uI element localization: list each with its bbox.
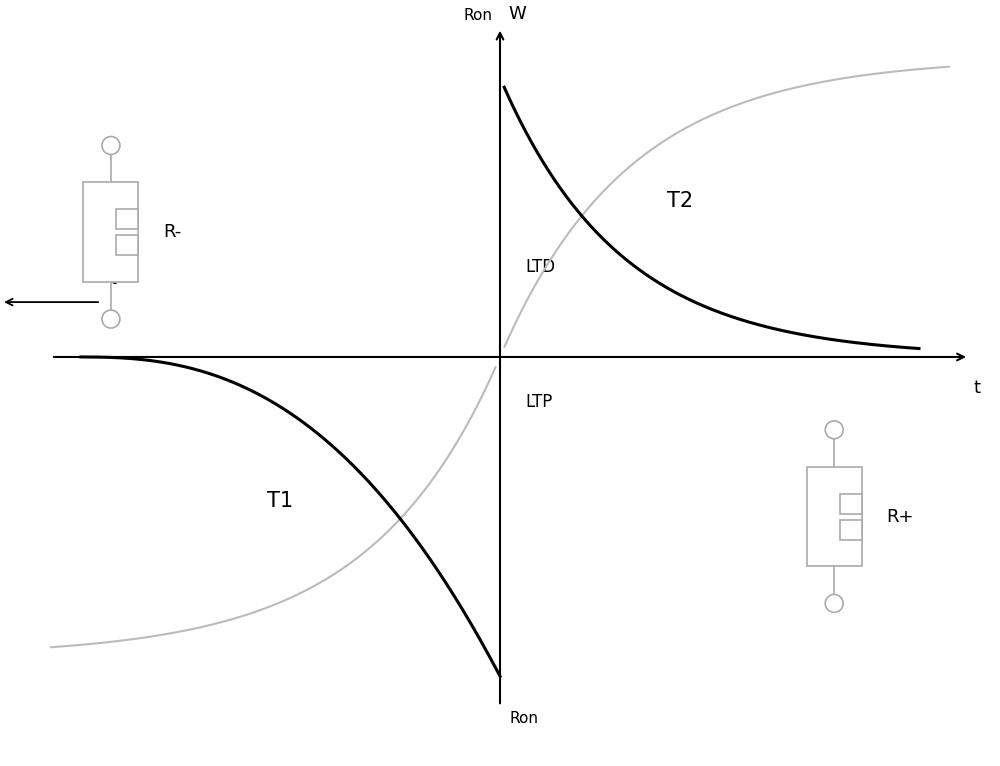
Text: t: t bbox=[111, 272, 117, 287]
Text: T1: T1 bbox=[267, 490, 294, 511]
Circle shape bbox=[102, 136, 120, 155]
Bar bbox=[807, 466, 862, 567]
Text: Ron: Ron bbox=[510, 711, 539, 726]
Bar bbox=[116, 209, 138, 229]
Bar bbox=[116, 235, 138, 255]
Text: LTP: LTP bbox=[525, 393, 552, 411]
Text: LTD: LTD bbox=[525, 258, 555, 277]
Text: R-: R- bbox=[163, 223, 182, 241]
Circle shape bbox=[825, 421, 843, 439]
Text: T2: T2 bbox=[667, 192, 693, 211]
Text: R+: R+ bbox=[887, 508, 914, 525]
Bar bbox=[840, 493, 862, 514]
Text: W: W bbox=[508, 5, 526, 23]
Circle shape bbox=[102, 310, 120, 328]
Text: t: t bbox=[974, 379, 981, 397]
Bar bbox=[840, 519, 862, 539]
Circle shape bbox=[825, 594, 843, 612]
Bar bbox=[83, 182, 138, 282]
Text: Ron: Ron bbox=[463, 8, 492, 23]
